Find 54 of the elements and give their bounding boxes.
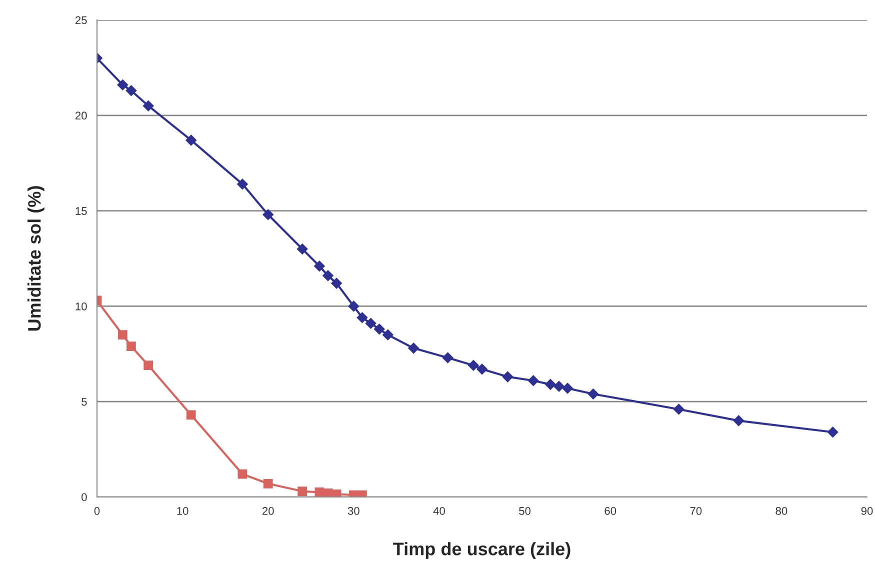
- point: [126, 85, 137, 96]
- point: [502, 371, 514, 382]
- point: [331, 278, 342, 289]
- point: [126, 342, 136, 351]
- x-tick-label: 10: [177, 507, 188, 515]
- x-axis-title: Timp de uscare (zile): [393, 542, 570, 559]
- point: [118, 330, 128, 340]
- x-tick-label: 30: [348, 507, 360, 515]
- x-tick-label: 40: [433, 507, 445, 515]
- y-tick-label: 5: [82, 398, 87, 406]
- y-tick-label: 25: [75, 16, 87, 24]
- y-tick-label: 20: [75, 112, 87, 120]
- point: [237, 178, 248, 190]
- point: [554, 380, 564, 392]
- point: [528, 375, 539, 386]
- y-axis-title: Umiditate sol (%): [28, 186, 44, 331]
- point: [374, 324, 385, 335]
- point: [442, 352, 454, 364]
- point: [545, 378, 556, 390]
- point: [382, 329, 394, 340]
- x-tick-label: 20: [262, 507, 274, 515]
- point: [476, 364, 488, 375]
- point: [356, 312, 368, 324]
- point: [332, 489, 342, 497]
- point: [186, 134, 197, 146]
- point: [562, 382, 573, 394]
- x-tick-label: 0: [94, 507, 100, 515]
- y-tick-label: 0: [82, 493, 87, 502]
- point: [468, 360, 479, 371]
- x-tick-label: 50: [519, 507, 531, 515]
- point: [827, 426, 838, 438]
- point: [186, 410, 196, 420]
- x-tick-label: 70: [690, 507, 702, 515]
- point: [408, 342, 419, 354]
- point: [142, 100, 154, 112]
- point: [673, 404, 684, 415]
- point: [314, 260, 325, 272]
- point: [263, 478, 273, 488]
- point: [296, 244, 308, 254]
- point: [262, 209, 274, 220]
- x-tick-label: 60: [604, 507, 616, 515]
- point: [348, 300, 360, 312]
- x-tick-label: 90: [861, 507, 873, 515]
- y-tick-label: 15: [76, 207, 87, 215]
- point: [733, 415, 744, 426]
- point: [588, 388, 599, 400]
- y-tick-label: 10: [76, 302, 87, 310]
- point: [365, 318, 376, 329]
- point: [144, 360, 154, 370]
- x-tick-label: 80: [776, 507, 788, 515]
- point: [322, 270, 334, 282]
- point: [238, 469, 248, 479]
- point: [117, 79, 128, 90]
- point: [298, 486, 308, 496]
